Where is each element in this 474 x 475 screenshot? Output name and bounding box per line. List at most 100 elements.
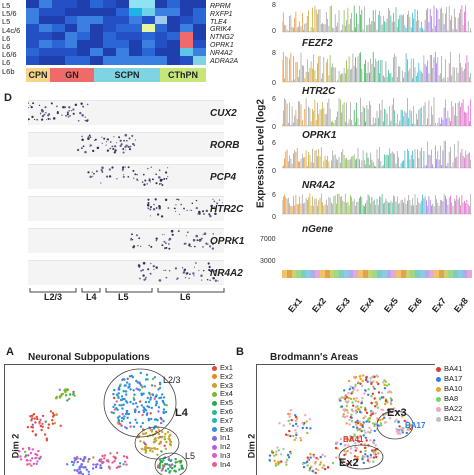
tsne-point (160, 418, 162, 420)
tsne-point (364, 450, 366, 452)
legend-swatch (212, 462, 217, 467)
ish-dot (102, 143, 103, 144)
tsne-point (335, 447, 337, 449)
tsne-point (64, 391, 66, 393)
tsne-point (111, 461, 113, 463)
tsne-point (359, 383, 361, 385)
tsne-point (156, 448, 158, 450)
tsne-point (48, 423, 50, 425)
legend-label: In1 (220, 433, 230, 442)
tsne-point (372, 441, 374, 443)
tsne-point (62, 393, 64, 395)
tsne-point (158, 406, 160, 408)
tsne-point (343, 389, 345, 391)
tsne-point (126, 401, 128, 403)
tsne-point (104, 454, 106, 456)
tsne-point (126, 417, 128, 419)
legend-swatch (212, 436, 217, 441)
legend-swatch (212, 401, 217, 406)
tsne-point (118, 466, 120, 468)
tsne-point (154, 398, 156, 400)
heatmap-panel: L5 L5/6 L5 L4c/6 L6 L6 L6/6 L6 L6b RPRM … (0, 0, 250, 86)
tsne-point (117, 421, 119, 423)
tsne-point (144, 443, 146, 445)
layer-label-l4: L4 (86, 292, 97, 302)
annot-ex3: Ex3 (387, 407, 407, 419)
ish-dot (206, 210, 209, 213)
tsne-point (138, 411, 140, 413)
tsne-point (52, 423, 54, 425)
legend-swatch (212, 427, 217, 432)
tsne-point (141, 448, 143, 450)
tsne-point (133, 394, 135, 396)
tsne-point (32, 426, 34, 428)
tsne-point (154, 437, 156, 439)
tsne-point (278, 422, 280, 424)
ish-dot (130, 239, 132, 241)
tsne-point (60, 425, 62, 427)
ish-dot (130, 146, 132, 148)
ish-dot (217, 280, 218, 281)
tsne-point (121, 395, 123, 397)
legend-swatch (212, 392, 217, 397)
tsne-point (294, 439, 296, 441)
ish-dot (92, 176, 93, 177)
tsne-point (350, 452, 352, 454)
heatmap-row-labels: L5 L5/6 L5 L4c/6 L6 L6 L6/6 L6 L6b (2, 2, 26, 76)
tsne-point (160, 460, 162, 462)
tsne-point (125, 390, 127, 392)
ish-dot (126, 140, 128, 142)
tsne-point (287, 454, 289, 456)
ish-dot (32, 102, 34, 104)
tsne-point (32, 430, 34, 432)
tsne-point (123, 415, 125, 417)
tsne-point (140, 372, 142, 374)
ish-dot (169, 270, 170, 271)
tick: 6 (272, 192, 276, 199)
tsne-point (280, 453, 282, 455)
ish-dot (165, 171, 167, 173)
tsne-point (359, 429, 361, 431)
legend-item: BA10 (436, 384, 474, 394)
tsne-point (387, 391, 389, 393)
tsne-point (167, 431, 169, 433)
tsne-point (287, 420, 289, 422)
tsne-point (40, 429, 42, 431)
tsne-point (123, 455, 125, 457)
heatmap-group-bar: CPN GN SCPN CThPN (26, 68, 206, 82)
tsne-point (359, 421, 361, 423)
ish-dot (191, 202, 193, 204)
tsne-point (122, 418, 124, 420)
ish-dot (192, 272, 194, 274)
tsne-point (115, 407, 117, 409)
tsne-point (79, 458, 81, 460)
tsne-point (175, 461, 177, 463)
tsne-point (151, 450, 153, 452)
ish-dot (191, 246, 192, 247)
tsne-point (361, 397, 363, 399)
ish-dot (165, 270, 166, 271)
tsne-point (285, 464, 287, 466)
ish-dot (213, 233, 214, 234)
gene-label: OPRK1 (210, 42, 250, 50)
tsne-point (54, 422, 56, 424)
ish-dot (187, 231, 189, 233)
tsne-point (307, 456, 309, 458)
ish-dot (142, 269, 144, 271)
tsne-point (395, 419, 397, 421)
tsne-point (163, 465, 165, 467)
tsne-point (82, 460, 84, 462)
tsne-point (146, 405, 148, 407)
ish-dot (166, 178, 168, 180)
tsne-point (151, 384, 153, 386)
tsne-point (302, 463, 304, 465)
ish-dot (169, 238, 172, 241)
tsne-point (32, 424, 34, 426)
tsne-point (347, 444, 349, 446)
tsne-point (164, 445, 166, 447)
tsne-point (371, 376, 373, 378)
tsne-point (381, 396, 383, 398)
tsne-point (139, 382, 141, 384)
ish-dot (186, 235, 187, 236)
tsne-point (139, 400, 141, 402)
